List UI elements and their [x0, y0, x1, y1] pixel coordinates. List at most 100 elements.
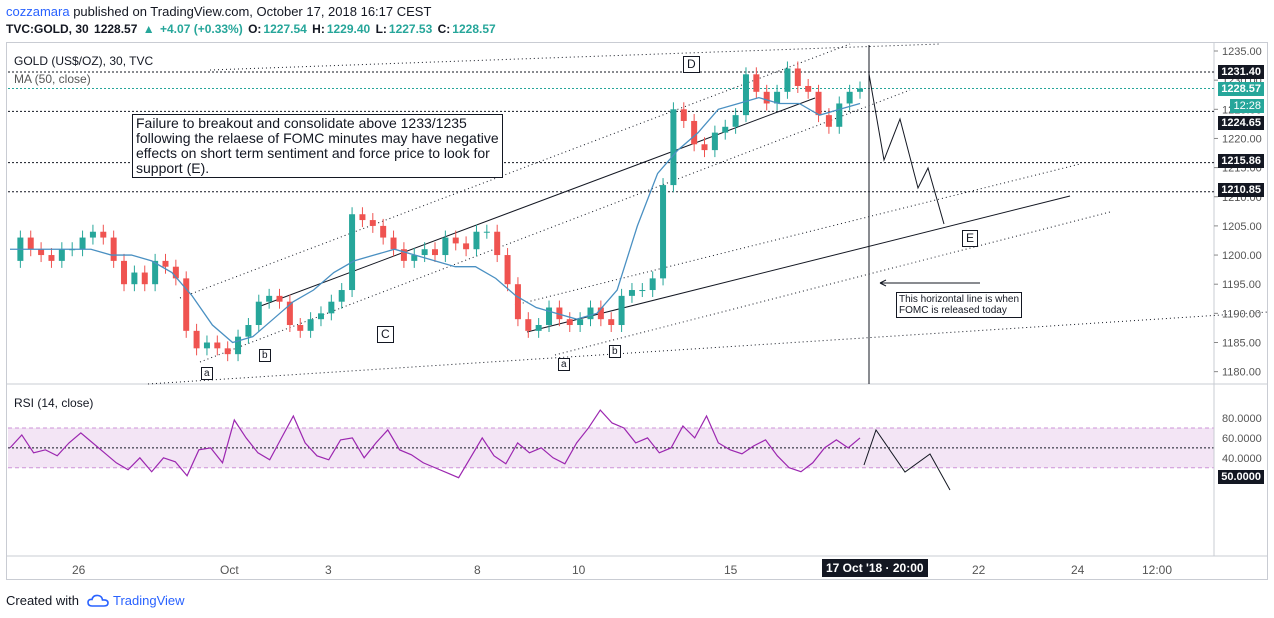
candle-body [349, 214, 356, 291]
candle-body [566, 319, 573, 326]
high-label: H: [312, 22, 325, 36]
candle-body [608, 319, 615, 326]
candle-body [546, 307, 553, 326]
candle-body [836, 103, 843, 127]
created-with-text: Created with [6, 593, 79, 608]
candle-body [89, 231, 96, 238]
wave-label-c[interactable]: C [377, 326, 394, 343]
candle-body [224, 348, 231, 355]
footer: Created with TradingView [6, 593, 185, 608]
candle-body [328, 301, 335, 314]
y-tick-label: 1195.00 [1222, 279, 1261, 291]
close-value: 1228.57 [452, 22, 496, 36]
rsi-indicator-title: RSI (14, close) [14, 396, 94, 410]
wave-label-d[interactable]: D [683, 56, 700, 73]
projection-path [868, 73, 945, 225]
trendline-e [526, 195, 1071, 333]
candle-body [390, 237, 397, 250]
wave-label-b-1[interactable]: b [259, 349, 271, 362]
y-tick-label: 1190.00 [1222, 308, 1261, 320]
candle-body [58, 249, 65, 261]
candle-body [535, 325, 542, 331]
x-tick-10: 10 [572, 563, 586, 577]
base-trendline [147, 311, 1269, 385]
candle-body [110, 237, 117, 261]
candle-body [79, 237, 86, 250]
ma-line [10, 96, 861, 344]
level-label-1224: 1224.65 [1218, 116, 1264, 130]
candle-body [172, 266, 179, 279]
candle-body [193, 330, 200, 349]
change-value: +4.07 (+0.33%) [160, 22, 243, 36]
rsi-y-tick-label: 60.0000 [1222, 433, 1262, 445]
channel-lower [199, 89, 911, 363]
ohlc-line: TVC:GOLD, 30 1228.57 ▲ +4.07 (+0.33%) O:… [6, 22, 498, 36]
y-tick-label: 1200.00 [1222, 250, 1262, 262]
rsi-projection-path [863, 428, 951, 491]
candle-body [722, 126, 729, 133]
chart-frame [6, 42, 1268, 580]
fomc-note[interactable]: This horizontal line is when FOMC is rel… [896, 292, 1023, 318]
candle-body [577, 319, 584, 326]
y-tick-label: 1235.00 [1222, 46, 1262, 58]
candle-body [680, 109, 687, 121]
candle-body [411, 255, 418, 261]
level-label-1210: 1210.85 [1218, 183, 1264, 197]
publish-text: published on TradingView.com, October 17… [73, 4, 432, 19]
candle-body [649, 278, 656, 291]
candle-body [183, 278, 190, 331]
candle-body [100, 231, 107, 238]
candle-body [214, 342, 221, 349]
candle-body [763, 91, 770, 104]
candle-body [338, 290, 345, 302]
x-tick-1200: 12:00 [1142, 563, 1173, 577]
wave-label-b-2[interactable]: b [609, 345, 621, 358]
candle-body [857, 88, 863, 92]
y-tick-label: 1185.00 [1222, 338, 1261, 350]
candle-body [121, 260, 128, 285]
candle-body [152, 260, 159, 285]
y-tick-label: 1220.00 [1222, 133, 1262, 145]
publish-info: cozzamara published on TradingView.com, … [6, 4, 431, 19]
x-tick-22: 22 [972, 563, 986, 577]
main-pane-title: GOLD (US$/OZ), 30, TVC [14, 54, 154, 68]
candle-body [452, 237, 459, 244]
x-tick-3: 3 [325, 563, 332, 577]
tradingview-cloud-icon [87, 594, 109, 607]
candle-body [235, 336, 242, 355]
candle-body [432, 249, 438, 256]
candle-body [660, 185, 667, 279]
candle-body [483, 231, 490, 233]
candle-body [805, 85, 812, 92]
candle-body [359, 214, 366, 221]
x-tick-oct: Oct [220, 563, 239, 577]
y-tick-label: 1180.00 [1222, 367, 1261, 379]
candle-body [255, 301, 262, 326]
last-price: 1228.57 [94, 22, 138, 36]
lower-channel-lower [554, 211, 1111, 356]
candle-body [597, 307, 604, 320]
candle-body [825, 115, 832, 127]
wave-label-a-1[interactable]: a [201, 367, 213, 380]
analysis-note[interactable]: Failure to breakout and consolidate abov… [132, 114, 503, 178]
rsi-mid-label: 50.0000 [1218, 470, 1264, 484]
bar-countdown-label: 12:28 [1230, 99, 1264, 113]
tradingview-link[interactable]: TradingView [87, 593, 185, 608]
level-label-1231: 1231.40 [1218, 65, 1264, 79]
candle-body [421, 249, 428, 256]
candle-body [307, 319, 314, 331]
lower-channel-upper [514, 163, 1081, 306]
candle-body [317, 313, 324, 320]
wave-label-e[interactable]: E [962, 230, 979, 247]
last-price-label: 1228.57 [1218, 82, 1264, 96]
candle-body [266, 295, 273, 302]
candle-body [691, 120, 698, 145]
author-link[interactable]: cozzamara [6, 4, 70, 19]
rsi-y-tick-label: 80.0000 [1222, 413, 1262, 425]
candle-body [618, 295, 625, 326]
candle-body [556, 307, 563, 320]
candle-body [380, 225, 387, 238]
wave-label-a-2[interactable]: a [558, 358, 570, 371]
low-label: L: [375, 22, 387, 36]
